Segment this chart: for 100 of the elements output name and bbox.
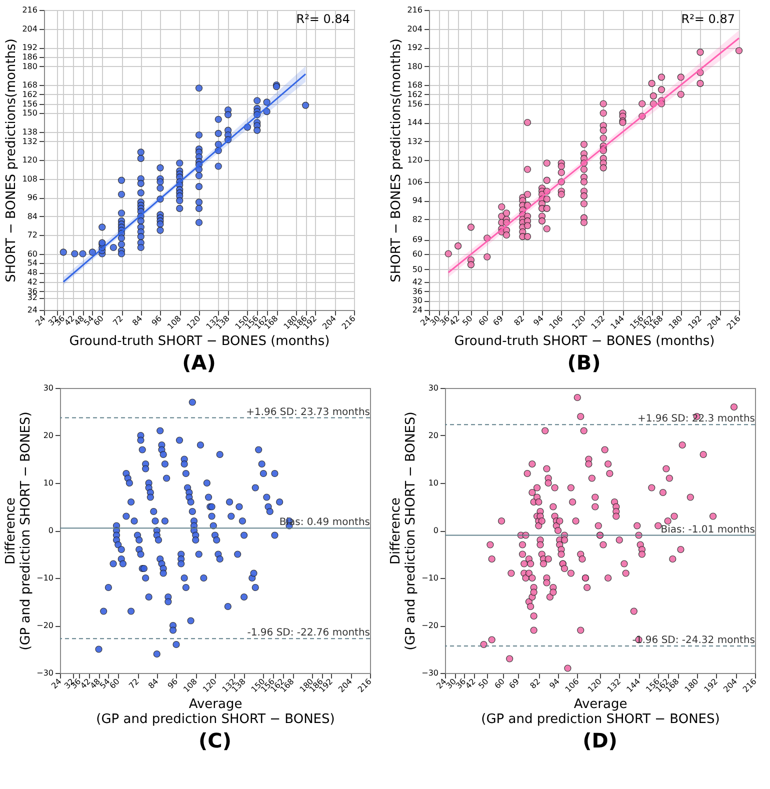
y-tick-label: 138 (22, 127, 38, 136)
y-tick-label: 30 (43, 384, 54, 392)
x-tick-label: 50 (476, 676, 490, 691)
x-tick-label: 96 (150, 314, 164, 328)
x-axis-title: Ground-truth SHORT − BONES (months) (69, 334, 330, 350)
y-tick-label: 216 (407, 6, 422, 14)
y-tick-label: 168 (407, 80, 422, 90)
x-tick-label: 108 (182, 676, 199, 694)
text: (D) (582, 728, 618, 753)
x-tick-label: 132 (606, 676, 623, 694)
y-tick-label: 180 (22, 62, 38, 71)
annotation: R²= 0.87 (681, 12, 735, 26)
y-tick-label: 60 (27, 249, 38, 258)
y-tick-label: 144 (407, 118, 422, 127)
x-tick-label: 84 (146, 676, 160, 691)
x-tick-label: 120 (570, 314, 588, 332)
y-tick-label: 54 (27, 258, 38, 268)
y-axis-title: SHORT − BONES predictions(months) (4, 38, 20, 282)
y-tick-label: 36 (412, 286, 422, 296)
y-tick-label: −20 (36, 621, 54, 630)
y-tick-label: −20 (422, 621, 438, 630)
y-tick-label: 72 (27, 230, 38, 240)
x-tick-label: 106 (548, 314, 565, 332)
y-axis-title: Difference (GP and prediction SHORT − BONES) (4, 412, 34, 650)
ref-line-label: +1.96 SD: 22.3 months (637, 414, 755, 425)
y-tick-label: 0 (433, 526, 438, 535)
x-tick-label: 144 (608, 314, 626, 332)
y-tick-label: −30 (36, 668, 54, 678)
y-tick-label: 24 (412, 306, 422, 314)
x-tick-label: 69 (507, 676, 521, 691)
y-tick-label: 96 (27, 193, 38, 202)
x-tick-label: 60 (476, 314, 490, 328)
x-tick-label: 36 (438, 314, 452, 328)
x-tick-label: 180 (683, 676, 700, 694)
y-tick-label: 204 (22, 24, 38, 34)
y-axis-title: Difference (GP and prediction SHORT − BONES) (388, 412, 419, 650)
y-tick-label: 168 (22, 80, 38, 90)
x-tick-label: 108 (166, 314, 183, 332)
y-tick-label: 10 (428, 478, 438, 488)
ref-line-label: +1.96 SD: 23.73 months (246, 406, 370, 418)
text: (A) (182, 350, 216, 375)
y-tick-label: 20 (43, 431, 54, 440)
x-tick-label: 94 (532, 314, 546, 328)
y-tick-label: 69 (412, 235, 422, 244)
y-tick-label: 30 (428, 384, 438, 392)
y-tick-label: 192 (407, 43, 422, 52)
annotation: R²= 0.84 (296, 12, 350, 26)
y-tick-label: −10 (36, 574, 54, 582)
x-tick-label: 120 (201, 676, 218, 694)
x-tick-label: 144 (624, 676, 642, 694)
x-tick-label: 36 (454, 676, 468, 691)
y-tick-label: 106 (407, 177, 422, 186)
x-tick-label: 82 (512, 314, 526, 328)
y-tick-label: 10 (43, 478, 54, 488)
y-tick-label: 94 (412, 196, 422, 206)
y-tick-label: 0 (48, 526, 54, 535)
y-tick-label: 186 (22, 52, 38, 62)
y-tick-label: 120 (22, 156, 38, 164)
x-tick-label: 72 (127, 676, 141, 691)
y-tick-label: 192 (22, 43, 38, 52)
ref-line-label: Bias: -1.01 months (660, 524, 755, 536)
x-tick-label: 192 (686, 314, 704, 332)
x-tick-label: 69 (491, 314, 505, 328)
y-tick-label: 84 (27, 212, 38, 221)
y-tick-label: 132 (407, 136, 422, 146)
x-tick-label: 94 (548, 676, 562, 691)
x-tick-label: 192 (702, 676, 720, 694)
y-tick-label: 82 (412, 214, 422, 224)
y-tick-label: 156 (22, 99, 38, 108)
y-tick-label: −30 (422, 668, 438, 678)
y-tick-label: 150 (22, 108, 38, 118)
y-tick-label: 24 (27, 306, 38, 314)
x-axis-title: Average (GP and prediction SHORT − BONES) (96, 697, 335, 728)
x-axis-title: Ground-truth SHORT − BONES (months) (454, 334, 715, 350)
y-tick-label: 36 (27, 286, 38, 296)
ref-line-label: -1.96 SD: -22.76 months (247, 628, 370, 639)
y-tick-label: 120 (407, 156, 422, 164)
x-tick-label: 82 (528, 676, 542, 691)
y-tick-label: 108 (22, 174, 38, 184)
y-tick-label: 162 (407, 90, 422, 99)
x-tick-label: 180 (667, 314, 684, 332)
y-tick-label: 180 (407, 62, 422, 71)
x-tick-label: 50 (460, 314, 474, 328)
text: (B) (567, 350, 601, 375)
y-tick-label: 132 (22, 136, 38, 146)
x-tick-label: 60 (492, 676, 506, 691)
text: (C) (198, 728, 232, 753)
x-tick-label: 132 (590, 314, 607, 332)
y-tick-label: 30 (412, 296, 422, 306)
y-tick-label: 60 (412, 249, 422, 258)
y-tick-label: 32 (27, 293, 38, 302)
x-tick-label: 106 (564, 676, 581, 694)
y-tick-label: −10 (422, 574, 438, 582)
x-tick-label: 96 (166, 676, 180, 691)
y-tick-label: 48 (27, 268, 38, 277)
y-tick-label: 20 (428, 431, 438, 440)
y-tick-label: 204 (407, 24, 422, 34)
y-tick-label: 216 (22, 6, 38, 14)
x-tick-label: 84 (130, 314, 144, 328)
x-tick-label: 120 (185, 314, 202, 332)
